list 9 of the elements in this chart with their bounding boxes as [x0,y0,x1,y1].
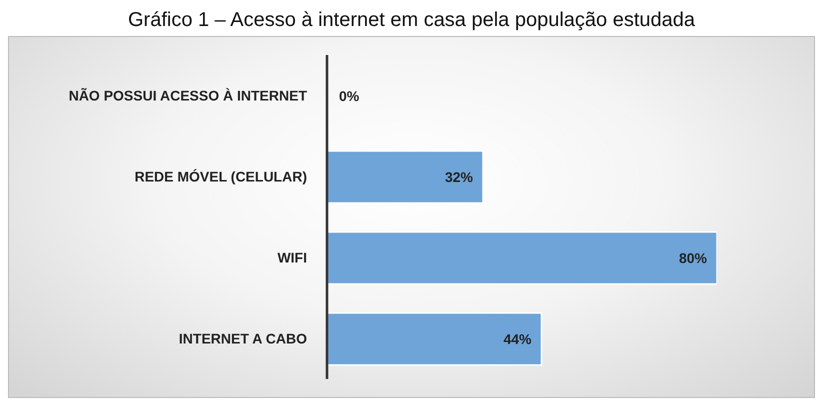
data-label: 0% [339,88,360,104]
y-tick-label: REDE MÓVEL (CELULAR) [134,168,307,184]
y-tick-label: WIFI [277,249,307,266]
y-tick-label: NÃO POSSUI ACESSO À INTERNET [68,87,308,104]
data-label: 44% [503,330,532,347]
data-label: 32% [444,168,474,185]
y-tick-label: INTERNET A CABO [178,330,308,346]
data-label: 80% [678,250,708,266]
chart-title: Gráfico 1 – Acesso à internet em casa pela população estudada [126,8,696,32]
